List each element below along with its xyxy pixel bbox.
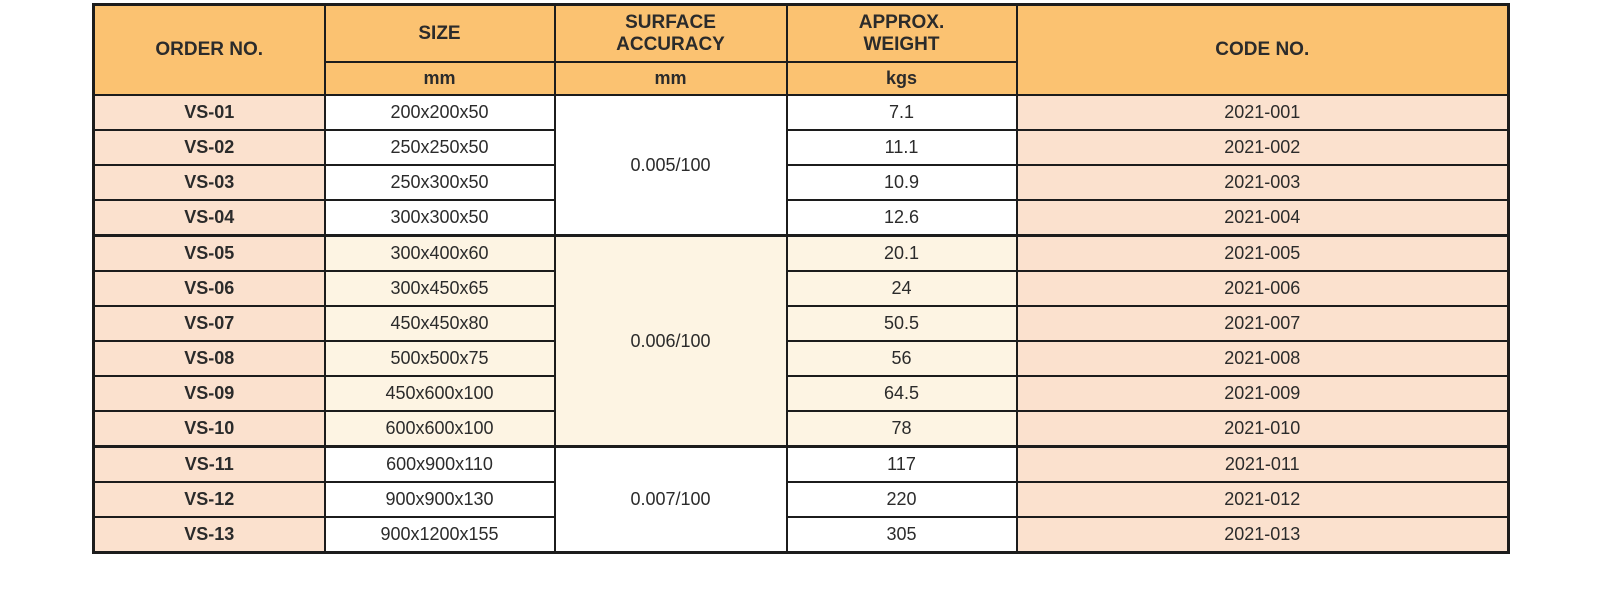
size-cell: 500x500x75 bbox=[323, 340, 556, 377]
code-no-cell: 2021-011 bbox=[1015, 445, 1510, 483]
unit-header-weight-kgs: kgs bbox=[785, 61, 1018, 96]
size-cell: 450x600x100 bbox=[323, 375, 556, 412]
size-cell: 600x900x110 bbox=[323, 445, 556, 483]
weight-cell: 56 bbox=[785, 340, 1018, 377]
table-row: VS-05 300x400x60 0.006/100 20.1 2021-005 bbox=[92, 234, 1510, 448]
size-cell: 200x200x50 bbox=[323, 94, 556, 131]
weight-cell: 7.1 bbox=[785, 94, 1018, 131]
table-row: VS-11 600x900x110 0.007/100 117 2021-011 bbox=[92, 445, 1510, 554]
table-row: VS-07 450x450x80 50.5 2021-007 bbox=[92, 305, 1510, 342]
weight-cell: 50.5 bbox=[785, 305, 1018, 342]
size-cell: 450x450x80 bbox=[323, 305, 556, 342]
order-no-cell: VS-08 bbox=[92, 340, 326, 377]
order-no-cell: VS-05 bbox=[92, 234, 326, 272]
size-cell: 900x1200x155 bbox=[323, 516, 556, 554]
order-no-cell: VS-02 bbox=[92, 129, 326, 166]
size-cell: 250x300x50 bbox=[323, 164, 556, 201]
table-row: VS-13 900x1200x155 305 2021-013 bbox=[92, 516, 1510, 554]
size-cell: 300x450x65 bbox=[323, 270, 556, 307]
weight-cell: 305 bbox=[785, 516, 1018, 554]
weight-cell: 220 bbox=[785, 481, 1018, 518]
weight-cell: 64.5 bbox=[785, 375, 1018, 412]
code-no-cell: 2021-012 bbox=[1015, 481, 1510, 518]
table-body: VS-01 200x200x50 0.005/100 7.1 2021-001 VS-02… bbox=[92, 94, 1510, 554]
column-header-approx-weight: APPROX. WEIGHT bbox=[785, 3, 1018, 63]
code-no-cell: 2021-001 bbox=[1015, 94, 1510, 131]
table-row: VS-08 500x500x75 56 2021-008 bbox=[92, 340, 1510, 377]
weight-cell: 12.6 bbox=[785, 199, 1018, 237]
spec-table: ORDER NO. SIZE SURFACE ACCURACY APPROX. … bbox=[92, 3, 1510, 554]
code-no-cell: 2021-007 bbox=[1015, 305, 1510, 342]
surface-accuracy-cell: 0.006/100 bbox=[553, 234, 788, 448]
surface-accuracy-cell: 0.005/100 bbox=[553, 94, 788, 237]
code-no-cell: 2021-002 bbox=[1015, 129, 1510, 166]
size-cell: 600x600x100 bbox=[323, 410, 556, 448]
order-no-cell: VS-12 bbox=[92, 481, 326, 518]
table-row: VS-12 900x900x130 220 2021-012 bbox=[92, 481, 1510, 518]
table-row: VS-06 300x450x65 24 2021-006 bbox=[92, 270, 1510, 307]
order-no-cell: VS-09 bbox=[92, 375, 326, 412]
order-no-cell: VS-13 bbox=[92, 516, 326, 554]
weight-cell: 20.1 bbox=[785, 234, 1018, 272]
code-no-cell: 2021-006 bbox=[1015, 270, 1510, 307]
table-row: VS-04 300x300x50 12.6 2021-004 bbox=[92, 199, 1510, 237]
table-row: VS-01 200x200x50 0.005/100 7.1 2021-001 bbox=[92, 94, 1510, 237]
surface-accuracy-cell: 0.007/100 bbox=[553, 445, 788, 554]
column-header-surface-accuracy: SURFACE ACCURACY bbox=[553, 3, 788, 63]
table-row: VS-03 250x300x50 10.9 2021-003 bbox=[92, 164, 1510, 201]
table-row: VS-09 450x600x100 64.5 2021-009 bbox=[92, 375, 1510, 412]
order-no-cell: VS-10 bbox=[92, 410, 326, 448]
order-no-cell: VS-06 bbox=[92, 270, 326, 307]
size-cell: 300x400x60 bbox=[323, 234, 556, 272]
code-no-cell: 2021-005 bbox=[1015, 234, 1510, 272]
weight-cell: 24 bbox=[785, 270, 1018, 307]
order-no-cell: VS-11 bbox=[92, 445, 326, 483]
weight-cell: 11.1 bbox=[785, 129, 1018, 166]
unit-header-accuracy-mm: mm bbox=[553, 61, 788, 96]
table-row: VS-02 250x250x50 11.1 2021-002 bbox=[92, 129, 1510, 166]
code-no-cell: 2021-010 bbox=[1015, 410, 1510, 448]
order-no-cell: VS-07 bbox=[92, 305, 326, 342]
column-header-size: SIZE bbox=[323, 3, 556, 63]
column-header-code-no: CODE NO. bbox=[1015, 3, 1510, 96]
weight-cell: 117 bbox=[785, 445, 1018, 483]
unit-header-size-mm: mm bbox=[323, 61, 556, 96]
weight-cell: 10.9 bbox=[785, 164, 1018, 201]
code-no-cell: 2021-013 bbox=[1015, 516, 1510, 554]
code-no-cell: 2021-009 bbox=[1015, 375, 1510, 412]
size-cell: 900x900x130 bbox=[323, 481, 556, 518]
size-cell: 300x300x50 bbox=[323, 199, 556, 237]
column-header-order-no: ORDER NO. bbox=[92, 3, 326, 96]
code-no-cell: 2021-003 bbox=[1015, 164, 1510, 201]
order-no-cell: VS-01 bbox=[92, 94, 326, 131]
code-no-cell: 2021-004 bbox=[1015, 199, 1510, 237]
weight-cell: 78 bbox=[785, 410, 1018, 448]
table-header: ORDER NO. SIZE SURFACE ACCURACY APPROX. … bbox=[92, 3, 1510, 96]
size-cell: 250x250x50 bbox=[323, 129, 556, 166]
order-no-cell: VS-04 bbox=[92, 199, 326, 237]
order-no-cell: VS-03 bbox=[92, 164, 326, 201]
table-row: VS-10 600x600x100 78 2021-010 bbox=[92, 410, 1510, 448]
code-no-cell: 2021-008 bbox=[1015, 340, 1510, 377]
